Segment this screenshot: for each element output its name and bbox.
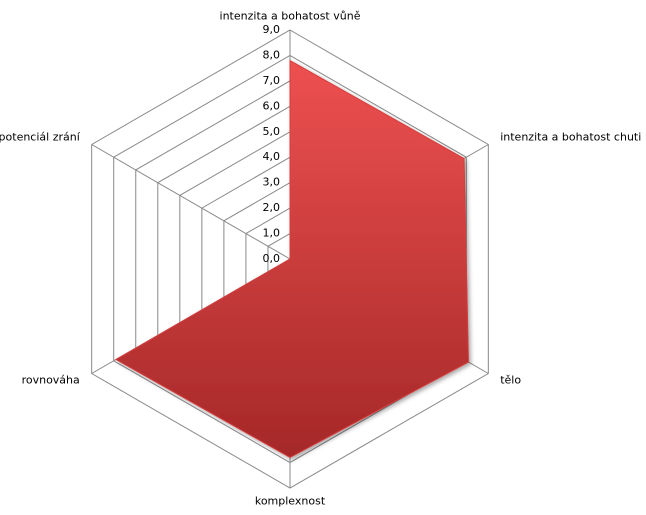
axis-label: tělo xyxy=(500,373,521,386)
axis-label: rovnováha xyxy=(22,373,80,386)
tick-label: 7,0 xyxy=(263,74,281,87)
axis-label: intenzita a bohatost chuti xyxy=(500,131,641,144)
tick-label: 5,0 xyxy=(263,125,281,138)
tick-label: 9,0 xyxy=(263,23,281,36)
axis-label: komplexnost xyxy=(255,495,326,508)
tick-label: 3,0 xyxy=(263,176,281,189)
spoke xyxy=(91,144,291,260)
tick-label: 4,0 xyxy=(263,150,281,163)
tick-label: 8,0 xyxy=(263,48,281,61)
axis-label: potenciál zrání xyxy=(0,131,81,144)
tick-label: 2,0 xyxy=(263,201,281,214)
tick-label: 0,0 xyxy=(263,252,281,265)
data-area xyxy=(114,59,469,459)
tick-label: 1,0 xyxy=(263,227,281,240)
axis-label: intenzita a bohatost vůně xyxy=(220,9,361,22)
tick-label: 6,0 xyxy=(263,99,281,112)
